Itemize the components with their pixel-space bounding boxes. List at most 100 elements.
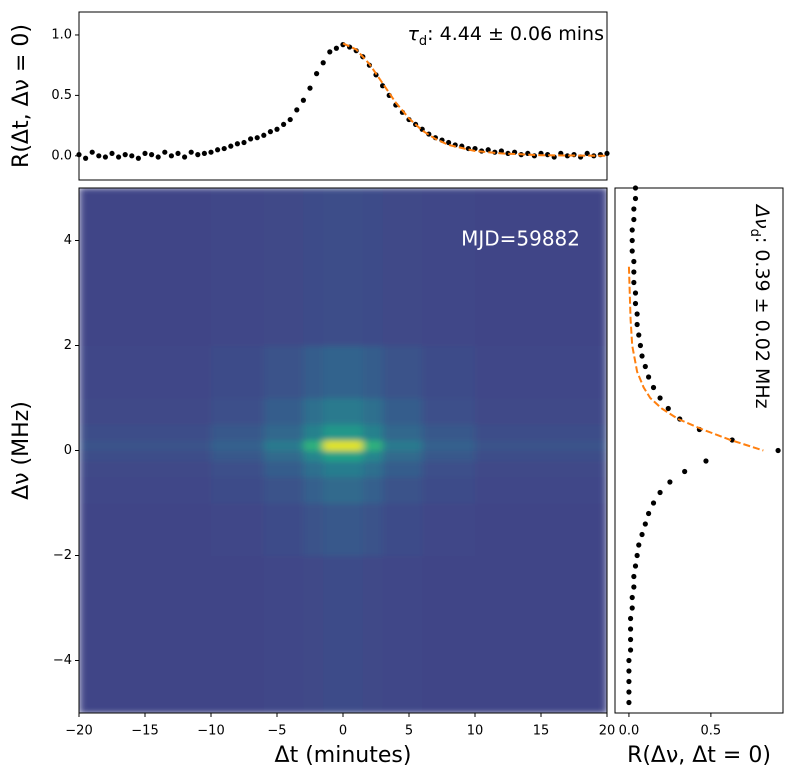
data-point [261,132,267,138]
heatmap-cell [343,555,364,713]
data-point [485,147,491,153]
data-point [667,479,673,485]
heatmap-cell [362,440,384,451]
heatmap-cell [475,450,607,462]
y-tick-label: 0.5 [51,88,72,103]
data-point [155,154,161,160]
heatmap-cell [79,476,212,504]
data-point [248,136,254,142]
data-point [631,279,637,286]
data-point [307,85,313,91]
heatmap-cell [343,188,364,346]
data-point [729,437,735,443]
data-point [333,45,339,51]
heatmap-cell [79,503,212,556]
heatmap-cell [362,424,384,441]
heatmap-cell [323,398,344,425]
y-tick-label: 2 [64,338,72,353]
axes-frame [78,187,608,714]
heatmap-cell [475,188,607,346]
heatmap-cell [211,188,265,346]
data-point [320,60,326,66]
data-point [175,150,181,157]
heatmap-cell [323,450,344,462]
heatmap-cell [475,555,607,713]
data-point [96,153,102,159]
heatmap-cell [362,461,384,478]
data-point [274,126,280,132]
heatmap-cell [263,398,304,425]
data-point [650,384,657,391]
heatmap-cell [303,398,324,425]
data-point [254,135,260,141]
data-point [775,447,781,454]
heatmap-cell [303,461,324,478]
heatmap-cell [263,188,304,346]
heatmap-cell [422,476,476,504]
heatmap-cell [303,503,324,556]
data-point [629,605,635,611]
heatmap-cell [79,424,212,441]
data-point [89,149,95,155]
y-tick-label: 1.0 [51,27,72,42]
data-point [83,155,89,161]
heatmap-cell [79,440,212,451]
y-tick-label: −4 [53,653,72,668]
data-point [637,342,644,349]
data-point [627,636,634,643]
data-point [631,573,637,580]
annotation-symbol: τ [407,23,419,45]
data-point [646,374,652,380]
heatmap-cell [323,555,344,713]
heatmap-cell [211,440,265,451]
heatmap-cell [79,188,212,346]
heatmap-cell [343,461,364,478]
heatmap-cell [323,345,344,399]
data-point [631,584,637,590]
heatmap-cell [382,188,423,346]
heatmap-cell [475,476,607,504]
heatmap-cell [323,461,344,478]
heatmap-cell [382,450,423,462]
heatmap-cell [422,188,476,346]
heatmap-cell [382,503,423,556]
data-point [228,143,234,149]
heatmap-cell [422,440,476,451]
annotation-subscript: d [747,229,762,237]
heatmap-cell [422,450,476,462]
x-tick-label: 15 [533,724,550,739]
heatmap-cell [343,424,364,441]
y-tick-label: −2 [53,548,72,563]
heatmap-cell [303,440,324,451]
x-tick-label: −15 [131,724,158,739]
heatmap-cell [343,476,364,504]
heatmap-cell [263,450,304,462]
heatmap-cell [79,398,212,425]
heatmap-cell [362,398,384,425]
data-point [632,300,639,307]
data-point [446,139,452,146]
x-axis-label: R(Δν, Δt = 0) [627,743,771,768]
y-tick-label: 4 [64,233,72,248]
heatmap-cell [343,345,364,399]
data-point [627,647,634,653]
heatmap-cell [263,440,304,451]
heatmap-cell [79,450,212,462]
heatmap-cell [362,188,384,346]
data-point [632,563,639,569]
heatmap-cell [422,503,476,556]
heatmap-cell [303,345,324,399]
heatmap-cell [323,503,344,556]
heatmap-cell [382,555,423,713]
data-point [627,626,634,632]
data-point [142,150,148,157]
x-tick-label: 5 [405,724,413,739]
heatmap-cell [323,424,344,441]
heatmap-cell [303,476,324,504]
heatmap-cell [382,424,423,441]
heatmap-area [79,188,607,713]
heatmap-cell [362,555,384,713]
heatmap-cell [303,450,324,462]
data-point [631,216,637,223]
data-point [639,353,645,359]
